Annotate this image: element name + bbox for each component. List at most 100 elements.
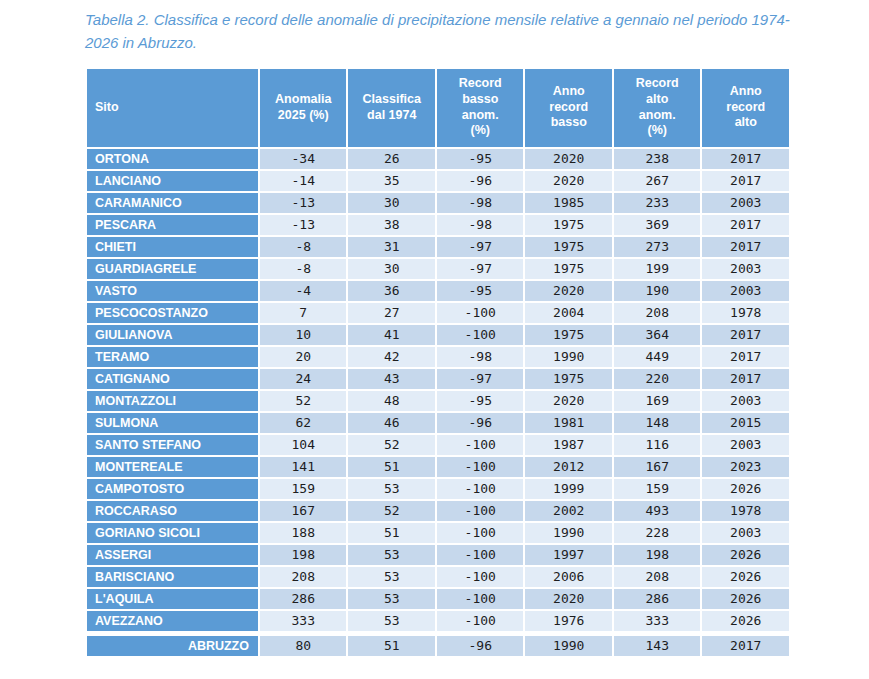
value-cell: 2003: [702, 391, 789, 411]
table-row: TERAMO2042-9819904492017: [87, 347, 789, 367]
value-cell: -8: [260, 259, 347, 279]
value-cell: -97: [437, 259, 524, 279]
table-row: CARAMANICO-1330-9819852332003: [87, 193, 789, 213]
value-cell: 51: [348, 457, 435, 477]
value-cell: 2020: [525, 589, 612, 609]
value-cell: 2017: [702, 215, 789, 235]
value-cell: -100: [437, 589, 524, 609]
column-header: Record basso anom. (%): [437, 69, 524, 147]
table-row: MONTEREALE14151-10020121672023: [87, 457, 789, 477]
value-cell: 51: [348, 523, 435, 543]
value-cell: 199: [614, 259, 701, 279]
value-cell: 364: [614, 325, 701, 345]
value-cell: -98: [437, 347, 524, 367]
value-cell: 2026: [702, 567, 789, 587]
value-cell: -96: [437, 413, 524, 433]
site-cell: CHIETI: [87, 237, 258, 257]
value-cell: 1975: [525, 369, 612, 389]
value-cell: 2004: [525, 303, 612, 323]
value-cell: 52: [348, 435, 435, 455]
value-cell: 2026: [702, 479, 789, 499]
total-value-cell: 143: [614, 636, 701, 656]
value-cell: 53: [348, 589, 435, 609]
value-cell: 2020: [525, 149, 612, 169]
table-row: MONTAZZOLI5248-9520201692003: [87, 391, 789, 411]
site-cell: TERAMO: [87, 347, 258, 367]
value-cell: 52: [260, 391, 347, 411]
column-header: Classifica dal 1974: [348, 69, 435, 147]
total-value-cell: 2017: [702, 636, 789, 656]
value-cell: 2003: [702, 435, 789, 455]
value-cell: 48: [348, 391, 435, 411]
table-row: VASTO-436-9520201902003: [87, 281, 789, 301]
table-caption: Tabella 2. Classifica e record delle ano…: [85, 8, 791, 55]
value-cell: -97: [437, 369, 524, 389]
value-cell: -8: [260, 237, 347, 257]
value-cell: 148: [614, 413, 701, 433]
site-cell: BARISCIANO: [87, 567, 258, 587]
table-row: PESCOCOSTANZO727-10020042081978: [87, 303, 789, 323]
value-cell: 1987: [525, 435, 612, 455]
site-cell: SANTO STEFANO: [87, 435, 258, 455]
value-cell: 167: [614, 457, 701, 477]
table-row: CHIETI-831-9719752732017: [87, 237, 789, 257]
value-cell: -97: [437, 237, 524, 257]
value-cell: 493: [614, 501, 701, 521]
value-cell: 30: [348, 193, 435, 213]
value-cell: 2017: [702, 325, 789, 345]
value-cell: -100: [437, 545, 524, 565]
site-cell: PESCARA: [87, 215, 258, 235]
value-cell: -95: [437, 149, 524, 169]
precipitation-table: SitoAnomalia 2025 (%)Classifica dal 1974…: [85, 67, 791, 658]
value-cell: 1975: [525, 237, 612, 257]
site-cell: GUARDIAGRELE: [87, 259, 258, 279]
site-cell: GORIANO SICOLI: [87, 523, 258, 543]
value-cell: 2017: [702, 171, 789, 191]
value-cell: 1978: [702, 501, 789, 521]
value-cell: 27: [348, 303, 435, 323]
value-cell: 369: [614, 215, 701, 235]
site-cell: AVEZZANO: [87, 611, 258, 631]
value-cell: 2026: [702, 611, 789, 631]
site-cell: PESCOCOSTANZO: [87, 303, 258, 323]
value-cell: 1975: [525, 259, 612, 279]
table-row: GIULIANOVA1041-10019753642017: [87, 325, 789, 345]
site-cell: L'AQUILA: [87, 589, 258, 609]
value-cell: 2026: [702, 545, 789, 565]
value-cell: -96: [437, 171, 524, 191]
value-cell: 333: [260, 611, 347, 631]
value-cell: -13: [260, 193, 347, 213]
value-cell: -34: [260, 149, 347, 169]
value-cell: -13: [260, 215, 347, 235]
value-cell: 233: [614, 193, 701, 213]
value-cell: -14: [260, 171, 347, 191]
value-cell: 2006: [525, 567, 612, 587]
table-row: GUARDIAGRELE-830-9719751992003: [87, 259, 789, 279]
value-cell: 2017: [702, 369, 789, 389]
table-row: CATIGNANO2443-9719752202017: [87, 369, 789, 389]
column-header: Anno record basso: [525, 69, 612, 147]
value-cell: 20: [260, 347, 347, 367]
value-cell: 52: [348, 501, 435, 521]
value-cell: 53: [348, 479, 435, 499]
site-cell: CATIGNANO: [87, 369, 258, 389]
value-cell: 7: [260, 303, 347, 323]
value-cell: -100: [437, 523, 524, 543]
site-cell: ROCCARASO: [87, 501, 258, 521]
value-cell: -95: [437, 391, 524, 411]
value-cell: 169: [614, 391, 701, 411]
value-cell: 159: [614, 479, 701, 499]
value-cell: -100: [437, 457, 524, 477]
total-row-separator: [87, 633, 789, 634]
column-header: Anomalia 2025 (%): [260, 69, 347, 147]
site-cell: ASSERGI: [87, 545, 258, 565]
table-row: GORIANO SICOLI18851-10019902282003: [87, 523, 789, 543]
value-cell: 1999: [525, 479, 612, 499]
value-cell: 1976: [525, 611, 612, 631]
table-row: CAMPOTOSTO15953-10019991592026: [87, 479, 789, 499]
value-cell: 2017: [702, 149, 789, 169]
value-cell: 2003: [702, 259, 789, 279]
value-cell: 228: [614, 523, 701, 543]
value-cell: 1990: [525, 347, 612, 367]
value-cell: 208: [260, 567, 347, 587]
